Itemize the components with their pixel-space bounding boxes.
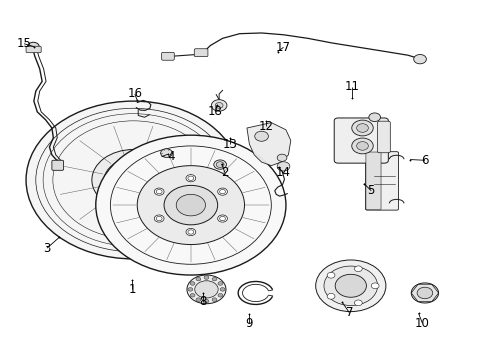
Text: 9: 9 (245, 317, 253, 330)
Circle shape (217, 188, 227, 195)
Circle shape (354, 266, 362, 271)
Text: 18: 18 (207, 105, 222, 118)
Polygon shape (246, 123, 290, 166)
Circle shape (160, 149, 172, 157)
Circle shape (163, 185, 217, 225)
Circle shape (96, 135, 285, 275)
Text: 15: 15 (17, 37, 31, 50)
Circle shape (277, 154, 286, 161)
Circle shape (185, 228, 195, 235)
Circle shape (190, 293, 195, 297)
Text: 2: 2 (221, 166, 228, 179)
Text: 17: 17 (275, 41, 290, 54)
Text: 8: 8 (199, 296, 206, 309)
Circle shape (185, 175, 195, 182)
Text: 11: 11 (344, 80, 359, 93)
Text: 1: 1 (128, 283, 136, 296)
Circle shape (194, 281, 218, 298)
Circle shape (187, 288, 192, 291)
Circle shape (324, 266, 377, 306)
Circle shape (218, 293, 223, 297)
FancyBboxPatch shape (365, 152, 398, 210)
Circle shape (154, 215, 164, 222)
Circle shape (176, 194, 205, 216)
Circle shape (326, 273, 334, 278)
Text: 3: 3 (43, 242, 51, 255)
Circle shape (27, 42, 39, 51)
Circle shape (370, 283, 378, 289)
Circle shape (196, 277, 201, 281)
Circle shape (215, 103, 223, 108)
Circle shape (196, 298, 201, 301)
FancyBboxPatch shape (333, 118, 387, 163)
Circle shape (254, 131, 268, 141)
Circle shape (220, 288, 224, 291)
Circle shape (154, 188, 164, 195)
Circle shape (368, 113, 380, 122)
Circle shape (212, 298, 217, 301)
Text: 7: 7 (345, 306, 352, 319)
Circle shape (26, 101, 240, 259)
Text: 5: 5 (367, 184, 374, 197)
Text: 16: 16 (127, 87, 142, 100)
FancyBboxPatch shape (26, 46, 41, 53)
Circle shape (203, 300, 208, 303)
Circle shape (356, 141, 367, 150)
Circle shape (416, 287, 432, 299)
Circle shape (351, 120, 372, 136)
Circle shape (413, 54, 426, 64)
Circle shape (277, 162, 289, 171)
Circle shape (104, 158, 162, 202)
Circle shape (326, 293, 334, 299)
FancyBboxPatch shape (52, 160, 63, 170)
FancyBboxPatch shape (194, 49, 207, 57)
FancyBboxPatch shape (161, 52, 174, 60)
Circle shape (410, 283, 438, 303)
Circle shape (351, 138, 372, 154)
Circle shape (203, 276, 208, 279)
Circle shape (186, 275, 225, 304)
FancyBboxPatch shape (377, 121, 389, 153)
Circle shape (137, 166, 244, 244)
Circle shape (92, 149, 174, 211)
Text: 14: 14 (275, 166, 290, 179)
Circle shape (334, 274, 366, 297)
Text: 13: 13 (222, 138, 237, 150)
Text: 6: 6 (420, 154, 428, 167)
Text: 10: 10 (414, 317, 429, 330)
Circle shape (216, 162, 224, 167)
FancyBboxPatch shape (365, 152, 380, 210)
Circle shape (217, 215, 227, 222)
Circle shape (354, 300, 362, 306)
Circle shape (315, 260, 385, 312)
Circle shape (218, 282, 223, 285)
Text: 4: 4 (167, 150, 175, 163)
Circle shape (211, 100, 226, 111)
Circle shape (212, 277, 217, 281)
Text: 12: 12 (259, 120, 273, 133)
Circle shape (213, 160, 226, 169)
Circle shape (190, 282, 195, 285)
Circle shape (356, 124, 367, 132)
